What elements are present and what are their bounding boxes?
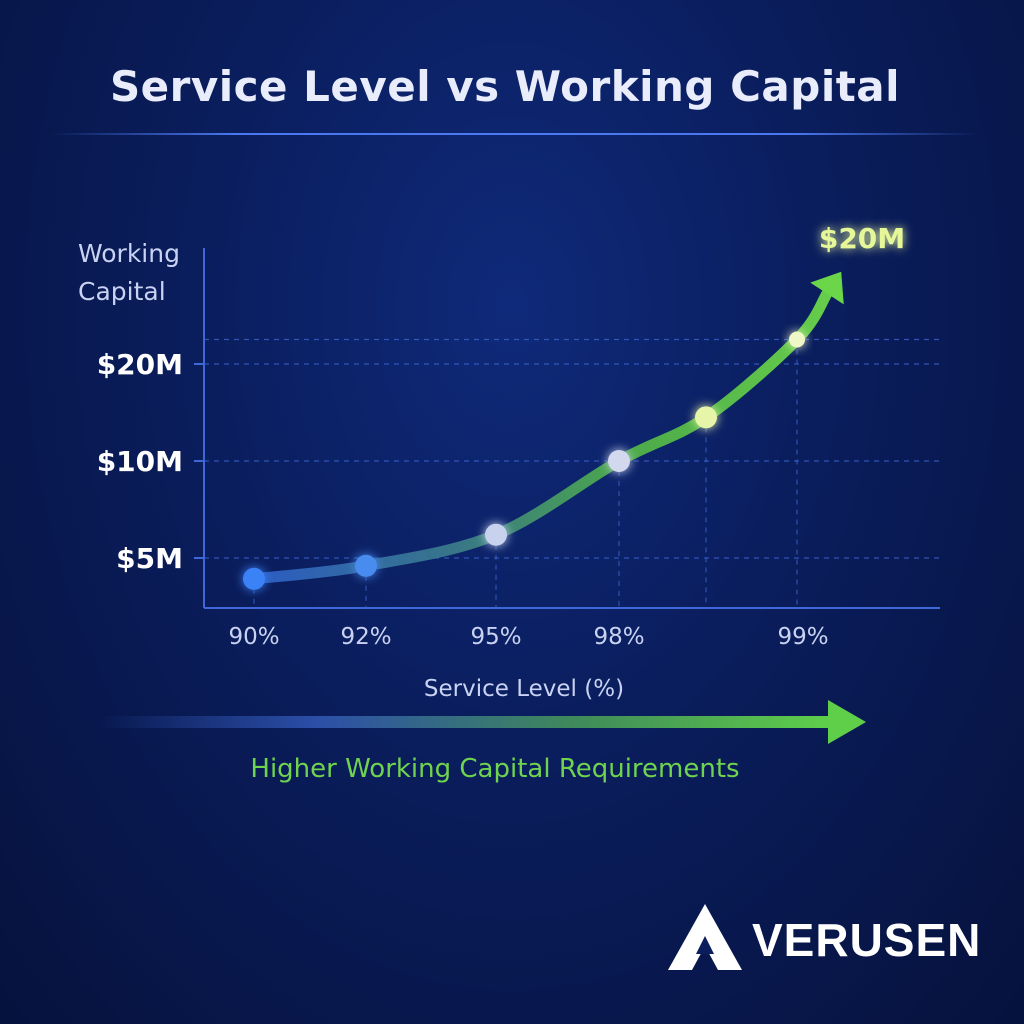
series-line — [248, 288, 833, 585]
brand-name: VERUSEN — [752, 914, 982, 966]
trend-arrow-head — [828, 700, 866, 744]
data-point — [695, 406, 717, 429]
end-value-label: $20M — [819, 222, 905, 255]
trend-arrow-bar — [100, 716, 832, 728]
trend-caption: Higher Working Capital Requirements — [250, 754, 740, 784]
data-point — [243, 567, 265, 590]
x-tick-label: 99% — [777, 624, 828, 650]
y-tick-label: $5M — [116, 542, 183, 575]
x-axis-label: Service Level (%) — [424, 676, 624, 702]
x-tick-label: 90% — [228, 624, 279, 650]
y-axis-label: Working — [78, 239, 180, 268]
data-point — [608, 450, 630, 472]
data-point — [485, 523, 507, 546]
verusen-logo-icon — [668, 904, 742, 970]
y-tick-label: $20M — [97, 348, 183, 381]
y-axis-label: Capital — [78, 277, 166, 306]
data-point — [789, 331, 805, 348]
title-divider — [50, 133, 980, 135]
data-point — [355, 554, 377, 577]
series-arrow-head — [810, 271, 844, 305]
x-tick-label: 98% — [593, 624, 644, 650]
y-tick-label: $10M — [97, 445, 183, 478]
chart-title: Service Level vs Working Capital — [109, 62, 901, 111]
x-tick-label: 92% — [340, 624, 391, 650]
x-tick-label: 95% — [470, 624, 521, 650]
